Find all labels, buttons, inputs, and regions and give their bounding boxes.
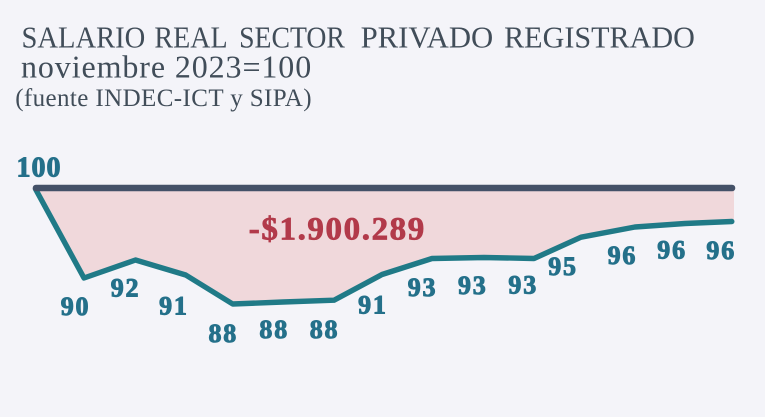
svg-text:SALARIO: SALARIO bbox=[22, 19, 146, 54]
svg-text:96: 96 bbox=[706, 236, 736, 265]
svg-text:96: 96 bbox=[657, 235, 687, 264]
svg-text:91: 91 bbox=[358, 291, 388, 320]
svg-text:88: 88 bbox=[259, 315, 289, 344]
svg-text:(fuente INDEC-ICT y SIPA): (fuente INDEC-ICT y SIPA) bbox=[15, 85, 312, 112]
svg-text:96: 96 bbox=[608, 241, 638, 270]
svg-text:SECTOR: SECTOR bbox=[239, 19, 345, 54]
svg-text:95: 95 bbox=[548, 252, 578, 281]
svg-text:91: 91 bbox=[159, 292, 189, 321]
svg-text:93: 93 bbox=[508, 271, 538, 300]
svg-text:92: 92 bbox=[111, 273, 141, 302]
svg-text:100: 100 bbox=[17, 152, 62, 183]
svg-text:-$1.900.289: -$1.900.289 bbox=[249, 211, 426, 247]
svg-text:90: 90 bbox=[61, 292, 91, 321]
svg-text:REGISTRADO: REGISTRADO bbox=[504, 19, 695, 54]
svg-text:PRIVADO: PRIVADO bbox=[361, 19, 494, 54]
svg-text:93: 93 bbox=[408, 273, 438, 302]
svg-text:88: 88 bbox=[208, 319, 238, 348]
svg-text:93: 93 bbox=[458, 271, 488, 300]
svg-text:88: 88 bbox=[310, 315, 340, 344]
svg-text:noviembre 2023=100: noviembre 2023=100 bbox=[21, 48, 312, 84]
svg-text:REAL: REAL bbox=[154, 19, 227, 54]
